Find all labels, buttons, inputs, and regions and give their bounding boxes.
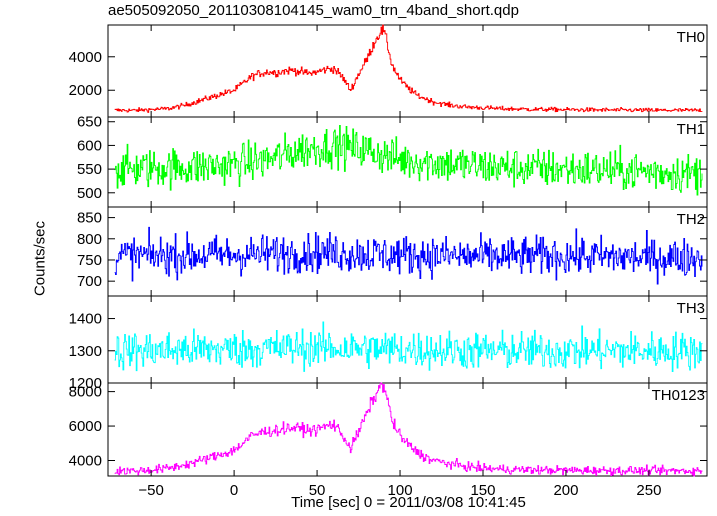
- series-line-th1: [114, 124, 703, 196]
- panel-label-th0: TH0: [677, 29, 705, 46]
- series-line-th2: [114, 226, 703, 285]
- x-tick-label: 50: [309, 482, 326, 499]
- x-axis-label: Time [sec] 0 = 2011/03/08 10:41:45: [291, 494, 526, 511]
- y-tick-label: 600: [77, 137, 102, 154]
- y-tick-label: 4000: [69, 49, 102, 66]
- y-tick-label: 650: [77, 114, 102, 131]
- chart-title: ae505092050_20110308104145_wam0_trn_4ban…: [108, 2, 519, 19]
- y-tick-label: 1400: [69, 311, 102, 328]
- panel-label-th0123: TH0123: [652, 387, 705, 404]
- panel-label-th3: TH3: [677, 300, 705, 317]
- y-tick-label: 1300: [69, 343, 102, 360]
- series-line-th3: [114, 321, 703, 372]
- y-tick-label: 4000: [69, 453, 102, 470]
- y-tick-label: 750: [77, 252, 102, 269]
- y-tick-label: 6000: [69, 418, 102, 435]
- series-line-th0123: [114, 382, 703, 477]
- y-tick-label: 1200: [69, 375, 102, 392]
- x-tick-label: 150: [470, 482, 495, 499]
- x-tick-label: 100: [388, 482, 413, 499]
- x-tick-label: −50: [138, 482, 163, 499]
- y-tick-label: 500: [77, 185, 102, 202]
- series-line-th0: [114, 24, 703, 113]
- panel-label-th2: TH2: [677, 211, 705, 228]
- y-tick-label: 850: [77, 210, 102, 227]
- y-tick-label: 2000: [69, 82, 102, 99]
- y-tick-label: 700: [77, 273, 102, 290]
- panel-frame-th0123: [107, 382, 708, 477]
- x-tick-label: 200: [553, 482, 578, 499]
- x-tick-label: 250: [636, 482, 661, 499]
- y-tick-label: 8000: [69, 384, 102, 401]
- x-tick-label: 0: [230, 482, 238, 499]
- panel-label-th1: TH1: [677, 121, 705, 138]
- y-tick-label: 800: [77, 231, 102, 248]
- y-tick-label: 550: [77, 161, 102, 178]
